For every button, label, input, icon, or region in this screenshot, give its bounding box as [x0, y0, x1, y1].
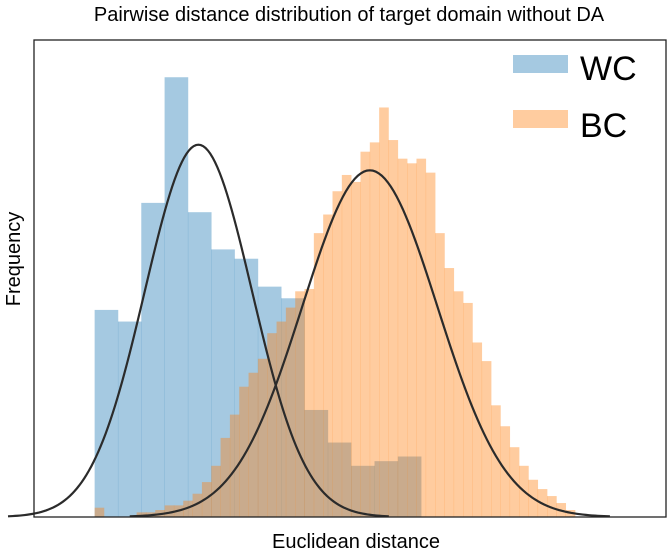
bar-wc-2: [141, 202, 165, 517]
legend-swatch-bc: [513, 110, 568, 128]
bar-wc-5: [211, 249, 235, 517]
bar-bc-19: [304, 288, 315, 517]
bar-bc-8: [201, 482, 212, 517]
bar-bc-34: [444, 268, 455, 517]
x-axis-label: Euclidean distance: [272, 531, 440, 552]
fit-curve-wc: [7, 143, 389, 518]
bar-wc-3: [164, 77, 189, 517]
bar-bc-11: [229, 414, 240, 517]
bar-bc-32: [425, 172, 436, 517]
bar-bc-39: [491, 405, 501, 517]
plot-area: [7, 77, 610, 518]
bar-wc-10: [327, 442, 352, 517]
bar-bc-27: [379, 107, 389, 517]
bar-bc-4: [164, 505, 175, 517]
bar-wc-4: [187, 212, 212, 517]
bar-wc-0: [94, 309, 119, 517]
bar-bc-16: [276, 321, 287, 517]
legend-label-wc: WC: [580, 50, 637, 88]
bar-wc-11: [351, 465, 375, 517]
bar-bc-37: [472, 342, 483, 517]
bar-bc-20: [313, 233, 324, 517]
bar-wc-1: [117, 321, 142, 517]
fit-curve-bc: [129, 169, 610, 518]
bar-bc-14: [257, 358, 268, 517]
bar-bc-17: [285, 307, 296, 517]
bar-bc-24: [351, 181, 361, 517]
bar-bc-7: [192, 493, 203, 517]
legend: WC BC: [513, 50, 637, 145]
bar-bc-15: [267, 333, 277, 517]
bar-bc-22: [332, 191, 343, 518]
bar-bc-18: [295, 291, 305, 517]
bar-bc-26: [369, 142, 380, 517]
bar-bc-33: [435, 233, 445, 517]
bar-bc-23: [341, 174, 352, 517]
legend-label-bc: BC: [580, 107, 627, 145]
bar-bc-0: [94, 507, 105, 517]
bar-bc-29: [397, 158, 408, 518]
bar-bc-36: [463, 302, 473, 517]
bar-bc-10: [220, 437, 231, 517]
bar-bc-31: [416, 158, 427, 518]
bar-wc-13: [397, 456, 422, 517]
bar-bc-6: [183, 500, 193, 517]
chart-title: Pairwise distance distribution of target…: [94, 4, 605, 26]
bar-bc-45: [547, 496, 557, 517]
bar-bc-35: [453, 291, 464, 517]
bar-wc-12: [374, 461, 399, 517]
bar-bc-30: [407, 163, 417, 517]
bar-bc-25: [360, 151, 371, 517]
y-axis-label: Frequency: [3, 212, 25, 307]
legend-swatch-wc: [513, 55, 568, 73]
bar-bc-13: [248, 372, 259, 517]
bar-wc-6: [234, 258, 259, 517]
bar-bc-28: [388, 140, 399, 518]
bar-bc-1: [136, 512, 147, 517]
bar-bc-12: [239, 386, 249, 517]
bar-bc-21: [323, 214, 333, 517]
plot-frame: [33, 39, 667, 518]
